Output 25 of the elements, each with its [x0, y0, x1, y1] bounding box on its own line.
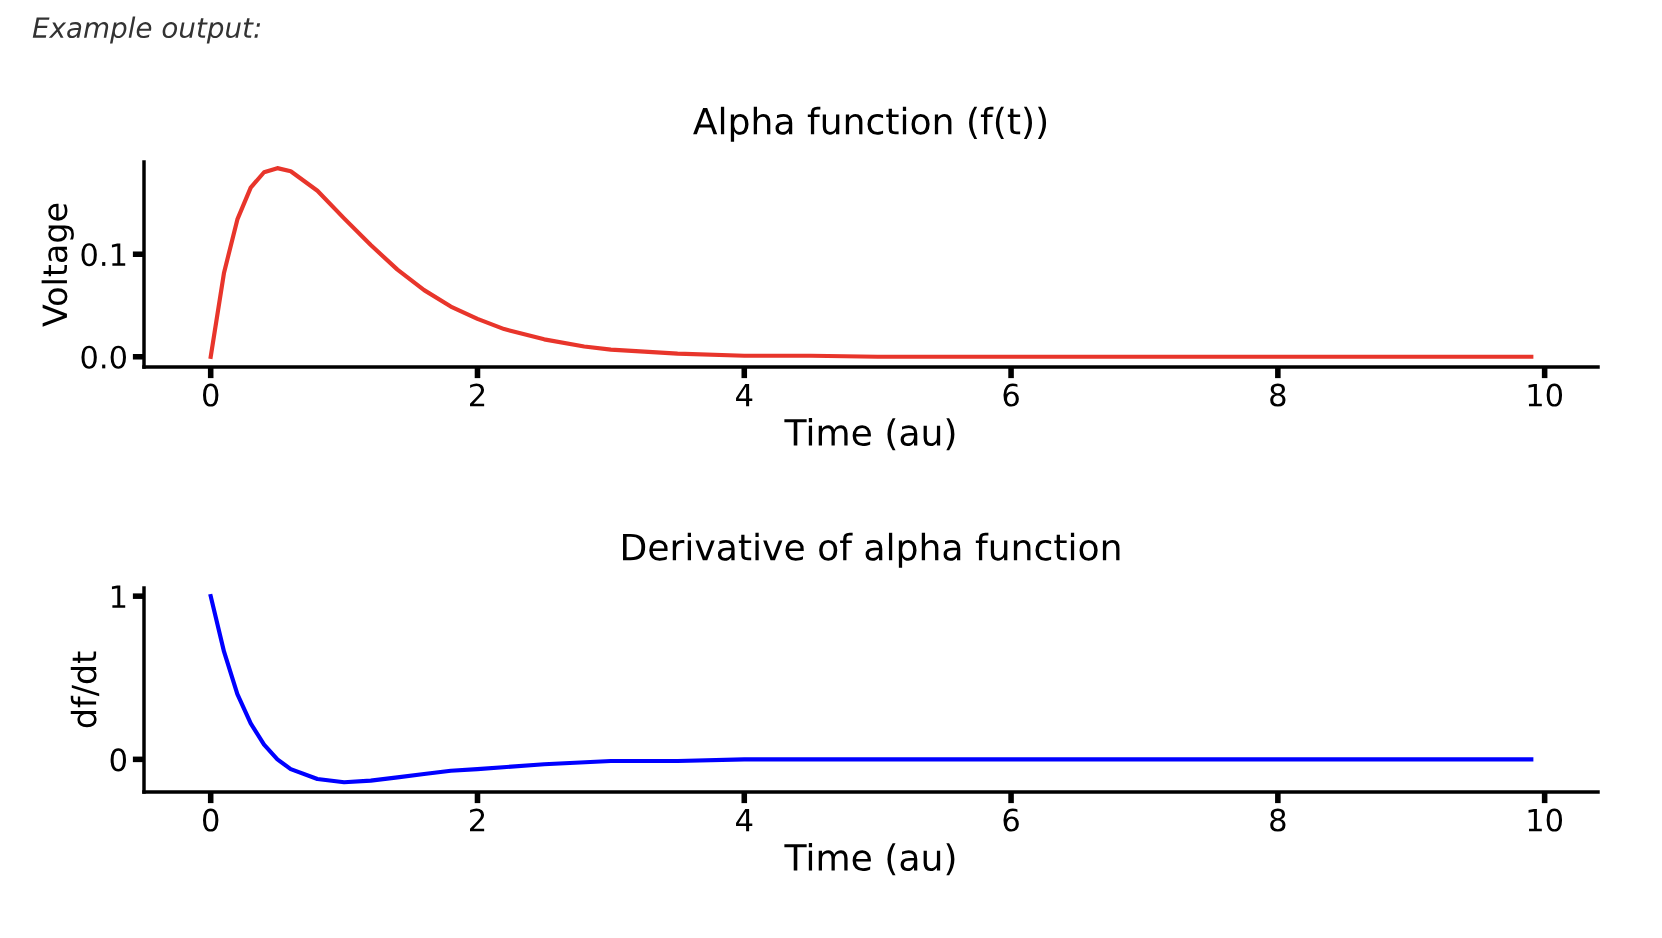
x-tick-label: 6	[1003, 383, 1019, 407]
x-tick-label: 10	[1528, 808, 1563, 832]
x-tick-label: 10	[1528, 383, 1563, 407]
x-tick-label: 4	[736, 808, 753, 832]
y-tick-label: 0.1	[81, 243, 126, 267]
x-axis-title: Time (au)	[784, 843, 955, 876]
line-series	[208, 594, 1534, 785]
y-axis-title: Voltage	[41, 203, 74, 327]
x-axis-title: Time (au)	[784, 418, 955, 451]
x-tick-label: 8	[1270, 808, 1286, 832]
y-tick-label: 0.0	[81, 345, 126, 369]
y-tick-label: 0	[110, 748, 126, 772]
x-tick-label: 0	[202, 383, 219, 407]
x-tick-label: 0	[202, 808, 219, 832]
x-tick-label: 2	[470, 383, 485, 407]
line-series	[208, 166, 1534, 359]
chart-title: Alpha function (f(t))	[693, 106, 1047, 142]
text: Example output:	[32, 16, 261, 44]
x-tick-label: 2	[470, 808, 485, 832]
x-tick-label: 6	[1003, 808, 1019, 832]
y-axis-title: df/dt	[70, 651, 100, 728]
chart-title: Derivative of alpha function	[623, 532, 1120, 568]
y-tick-label: 1	[111, 585, 126, 608]
x-tick-label: 8	[1270, 383, 1286, 407]
x-tick-label: 4	[736, 383, 753, 407]
